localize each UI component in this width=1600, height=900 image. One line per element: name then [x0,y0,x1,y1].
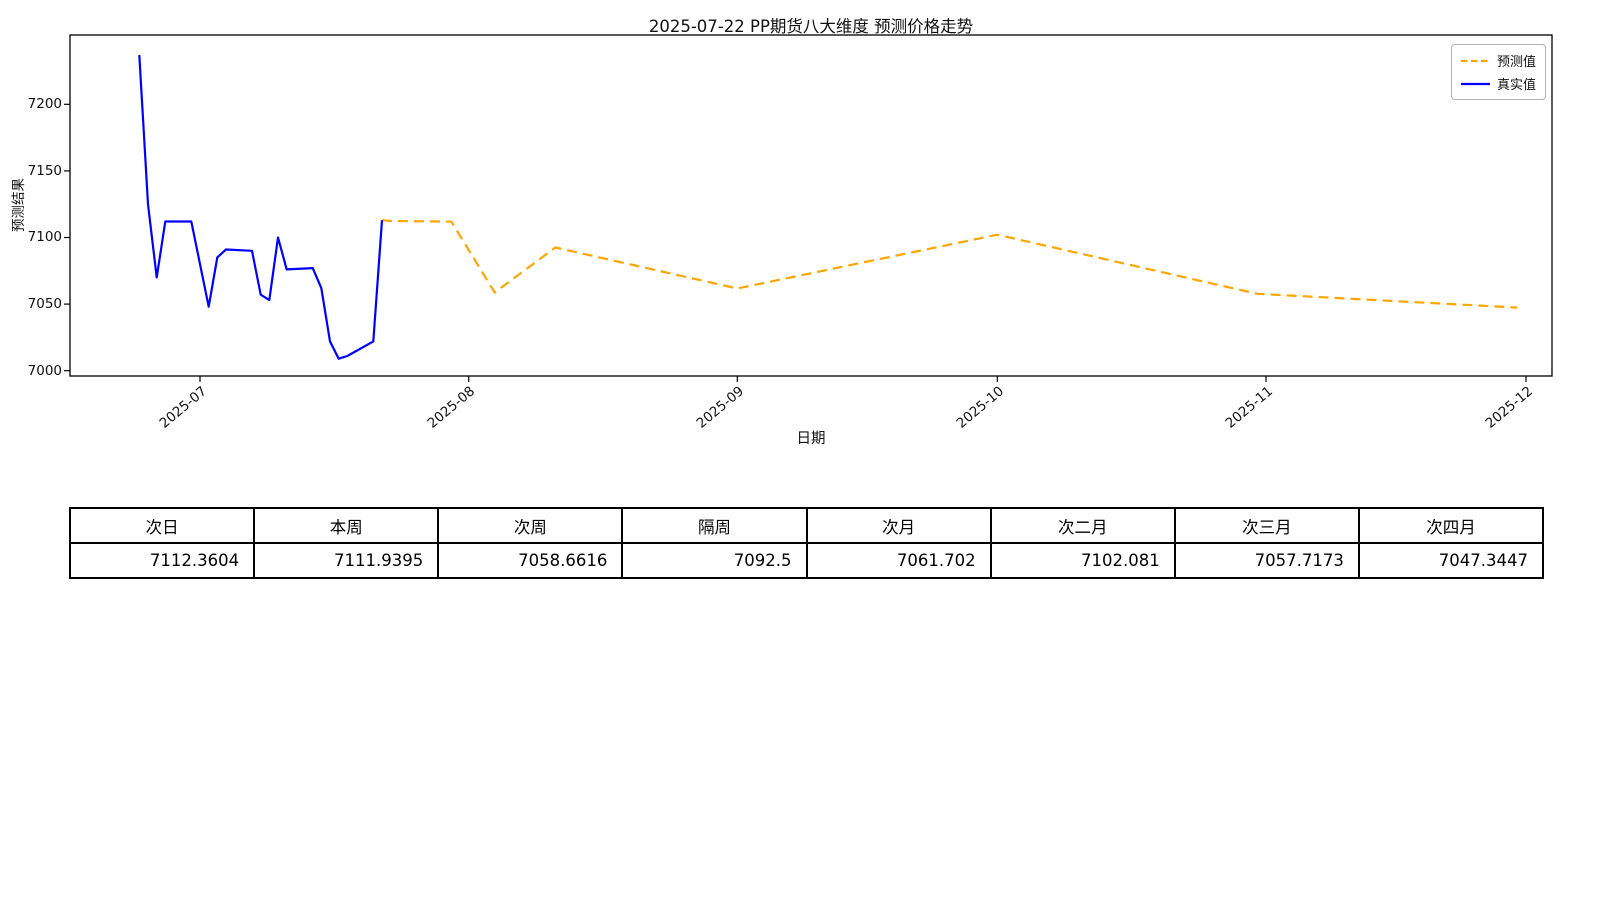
actual-line-sample-icon [1461,82,1490,85]
y-axis-label: 预测结果 [11,178,27,232]
table-header-cell: 次四月 [1357,507,1545,544]
table-value-cell: 7111.9395 [253,542,440,579]
legend-label-actual: 真实值 [1497,78,1537,93]
table-value-cell: 7047.3447 [1357,542,1545,579]
table-value-row: 7112.3604 7111.9395 7058.6616 7092.5 706… [68,542,1545,579]
table-value-cell: 7061.702 [805,542,992,579]
table-value-cell: 7058.6616 [437,542,624,579]
table-header-cell: 次日 [68,507,256,544]
x-axis-label: 日期 [796,431,826,447]
table-header-row: 次日 本周 次周 隔周 次月 次二月 次三月 次四月 [68,507,1545,544]
table-header-cell: 次三月 [1173,507,1360,544]
table-header-cell: 隔周 [621,507,808,544]
table-value-cell: 7057.7173 [1173,542,1360,579]
legend-item-actual: 真实值 [1461,74,1537,93]
legend-label-forecast: 预测值 [1497,55,1537,70]
forecast-table: 次日 本周 次周 隔周 次月 次二月 次三月 次四月 7112.3604 711… [68,507,1545,579]
y-tick-label: 7200 [27,96,62,113]
table-header-cell: 本周 [253,507,440,544]
chart-title: 2025-07-22 PP期货八大维度 预测价格走势 [648,17,974,36]
y-tick-label: 7150 [27,162,62,179]
y-tick-label: 7000 [27,362,62,379]
table-value-cell: 7092.5 [621,542,808,579]
y-tick-label: 7100 [27,229,62,246]
legend: 预测值 真实值 [1451,44,1546,100]
forecast-chart: 2025-07-22 PP期货八大维度 预测价格走势 预测结果 日期 预测值 真… [11,17,1553,447]
table-value-cell: 7112.3604 [68,542,256,579]
table-header-cell: 次月 [805,507,992,544]
table-value-cell: 7102.081 [989,542,1176,579]
forecast-line-sample-icon [1461,59,1490,62]
table-header-cell: 次周 [437,507,624,544]
plot-area [64,34,1553,382]
y-tick-label: 7050 [27,296,62,313]
legend-item-forecast: 预测值 [1461,51,1537,70]
table-header-cell: 次二月 [989,507,1176,544]
